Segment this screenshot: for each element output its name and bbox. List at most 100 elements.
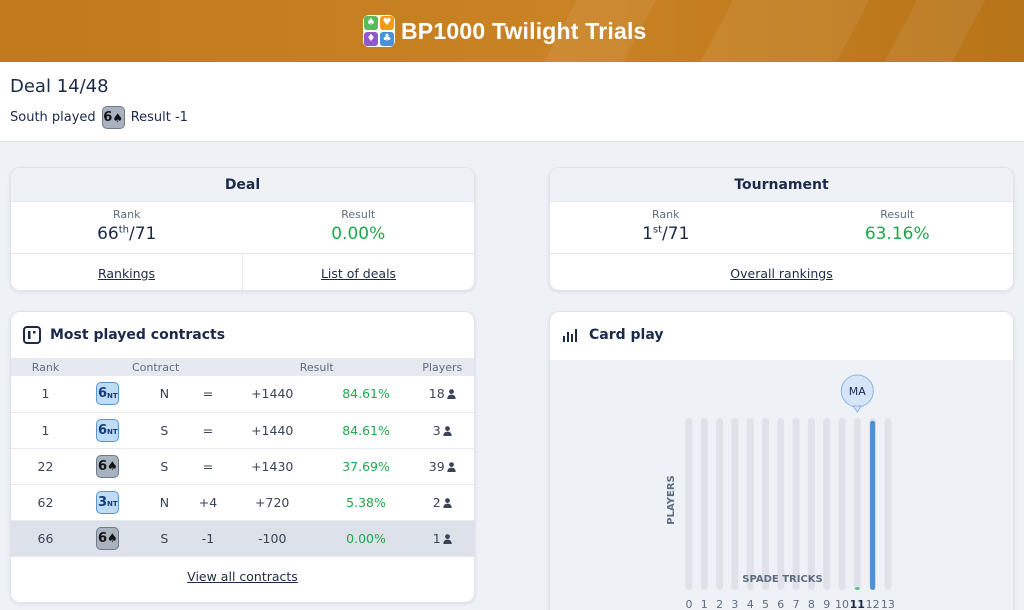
col-players: Players [410,358,474,376]
row-players: 1 [410,520,474,557]
row-declarer: S [135,520,194,557]
contracts-title: Most played contracts [50,327,226,343]
row-percent: 84.61% [321,412,411,449]
tick-label: 4 [747,598,754,610]
row-rank: 22 [11,448,80,485]
bar-track [807,418,815,590]
bar-track [792,418,800,590]
deal-rank-number: 66 [97,224,119,244]
card-play-header: Card play [550,312,1013,358]
tick-label: 0 [686,598,693,610]
deal-result-stat: Result 0.00% [243,202,475,253]
row-declarer: S [135,448,194,485]
tick-label: 5 [762,598,769,610]
bar-track [700,418,708,590]
row-tricks: -1 [193,520,223,557]
deal-rank-value: 66th/71 [11,224,243,244]
played-result: Result -1 [130,110,188,125]
row-percent: 0.00% [321,520,411,557]
tick-label: 7 [793,598,800,610]
row-contract-chip: 6 ♠ [79,448,136,485]
played-label: South played [10,110,96,125]
table-row: 66 6 ♠ S -1 -100 0.00% 1 [11,520,474,557]
tournament-card-title: Tournament [550,168,1013,202]
row-score: +1440 [222,376,322,413]
row-players: 2 [410,484,474,521]
tick-label: 10 [835,598,849,610]
row-contract-chip: 3 NT [79,484,136,521]
header-title-group: ♠ ♥ ♦ ♣ BP1000 Twilight Trials [363,15,647,47]
contract-level: 6 [97,458,107,474]
played-contract-chip: 6 ♠ [101,106,125,129]
row-players: 39 [410,448,474,485]
tournament-rank-stat: Rank 1st/71 [550,202,782,253]
tournament-stats: Rank 1st/71 Result 63.16% [550,202,1013,254]
tournament-rank-value: 1st/71 [550,224,782,244]
col-result: Result [222,358,411,376]
row-score: +1440 [222,412,322,449]
deal-rank-stat: Rank 66th/71 [11,202,243,253]
deal-links: Rankings List of deals [11,254,474,290]
row-declarer: N [135,376,194,413]
row-contract-chip: 6 NT [79,412,136,449]
most-played-contracts-card: Most played contracts Rank Contract Resu… [10,311,475,603]
person-icon [447,389,456,400]
row-percent: 5.38% [321,484,411,521]
bar-track [838,418,846,590]
players-count: 1 [432,530,441,546]
row-declarer: S [135,412,194,449]
logo-club: ♣ [380,32,394,46]
bar-track [762,418,769,590]
card-play-chart: 0 1 2 3 4 5 6 7 8 9 10 11 12 13 MA PLAYERS [550,360,1013,610]
tick-label: 8 [808,598,815,610]
player-marker-pointer [852,405,863,413]
rankings-link[interactable]: Rankings [97,265,156,281]
row-rank: 1 [11,376,80,413]
spade-suit-icon: ♠ [106,531,118,545]
bar-track [884,418,892,590]
contract-chip: 6 NT [96,382,120,406]
deal-card-title: Deal [11,168,474,202]
table-row: 62 3 NT N +4 +720 5.38% 2 [11,484,474,521]
tournament-rank-suffix: st [652,224,663,236]
contract-chip: 6 NT [96,418,120,442]
row-rank: 66 [11,520,80,557]
contract-chip: 3 NT [96,490,120,514]
tournament-result-value: 63.16% [864,224,930,244]
bar-11 [854,587,860,590]
tournament-rank-total: /71 [662,224,690,244]
list-of-deals-link[interactable]: List of deals [242,254,474,290]
tournament-card: Tournament Rank 1st/71 Result 63.16% Ove… [549,167,1014,291]
contracts-header: Most played contracts [11,312,474,358]
players-count: 3 [432,422,441,438]
contract-level: 6 [98,386,108,402]
bar-chart-icon [563,329,577,342]
overall-rankings-link[interactable]: Overall rankings [730,265,833,281]
played-contract-level: 6 [103,110,113,125]
played-contract-line: South played 6 ♠ Result -1 [10,106,188,129]
notrump-strain: NT [107,500,118,508]
table-row: 22 6 ♠ S = +1430 37.69% 39 [11,448,474,485]
header-decor [865,0,995,62]
bar-12 [870,420,876,590]
notrump-strain: NT [107,391,118,400]
bar-track [731,418,739,590]
contract-level: 6 [97,530,107,546]
row-score: +1430 [222,448,322,485]
deal-rank-total: /71 [129,224,157,244]
tick-label: 12 [866,598,880,610]
deal-card: Deal Rank 66th/71 Result 0.00% Rankings … [10,167,475,291]
person-icon [443,497,452,508]
row-tricks: = [193,376,223,413]
contracts-header-row: Rank Contract Result Players [11,358,474,376]
spade-suit-icon: ♠ [112,110,124,125]
person-icon [443,425,452,436]
bar-track [823,418,831,590]
view-all-contracts-link[interactable]: View all contracts [187,568,298,584]
contract-level: 6 [98,422,108,438]
deal-stats: Rank 66th/71 Result 0.00% [11,202,474,254]
row-tricks: = [193,412,223,449]
row-score: +720 [222,484,322,521]
card-play-card: Card play 0 1 2 3 4 5 6 7 8 9 10 11 12 13 MA PLAYERS SP… [549,311,1014,610]
bar-track [777,418,785,590]
